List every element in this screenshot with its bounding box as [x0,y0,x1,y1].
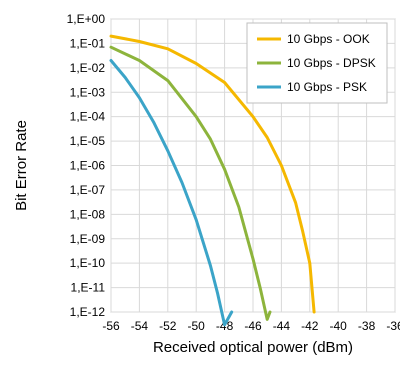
y-tick-label: 1,E-02 [70,61,106,75]
y-tick-label: 1,E-01 [70,36,106,50]
legend-label: 10 Gbps - PSK [287,80,367,94]
y-tick-label: 1,E+00 [67,12,106,26]
y-tick-label: 1,E-05 [70,134,106,148]
series-line-1 [109,45,272,321]
x-axis-title: Received optical power (dBm) [153,339,353,356]
y-tick-label: 1,E-07 [70,183,106,197]
y-tick-label: 1,E-08 [70,207,106,221]
y-tick-label: 1,E-09 [70,232,106,246]
legend: 10 Gbps - OOK 10 Gbps - DPSK 10 Gbps - PSK [246,22,388,104]
y-tick-labels: 1,E+00 1,E-01 1,E-02 1,E-03 1,E-04 1,E-05 1,E-… [67,12,106,319]
y-tick-label: 1,E-12 [70,305,106,319]
series-line-2 [109,59,234,327]
x-tick-label: -50 [188,319,206,333]
y-tick-label: 1,E-10 [70,256,106,270]
x-tick-label: -40 [330,319,348,333]
x-tick-label: -52 [159,319,177,333]
x-tick-label: -42 [301,319,319,333]
series-line-0 [109,34,316,314]
legend-label: 10 Gbps - DPSK [287,56,376,70]
y-axis-title: Bit Error Rate [13,120,30,211]
x-tick-label: -44 [273,319,291,333]
y-tick-label: 1,E-03 [70,85,106,99]
x-tick-labels: -56-54-52-50-48-46-44-42-40-38-36 [102,319,400,333]
x-tick-label: -46 [244,319,262,333]
x-tick-label: -54 [131,319,149,333]
x-tick-label: -36 [386,319,400,333]
y-tick-label: 1,E-11 [71,281,106,295]
y-tick-label: 1,E-06 [70,159,106,173]
x-tick-label: -56 [102,319,120,333]
x-tick-label: -38 [358,319,376,333]
legend-label: 10 Gbps - OOK [287,32,370,46]
y-tick-label: 1,E-04 [70,110,106,124]
series-lines [109,34,316,327]
